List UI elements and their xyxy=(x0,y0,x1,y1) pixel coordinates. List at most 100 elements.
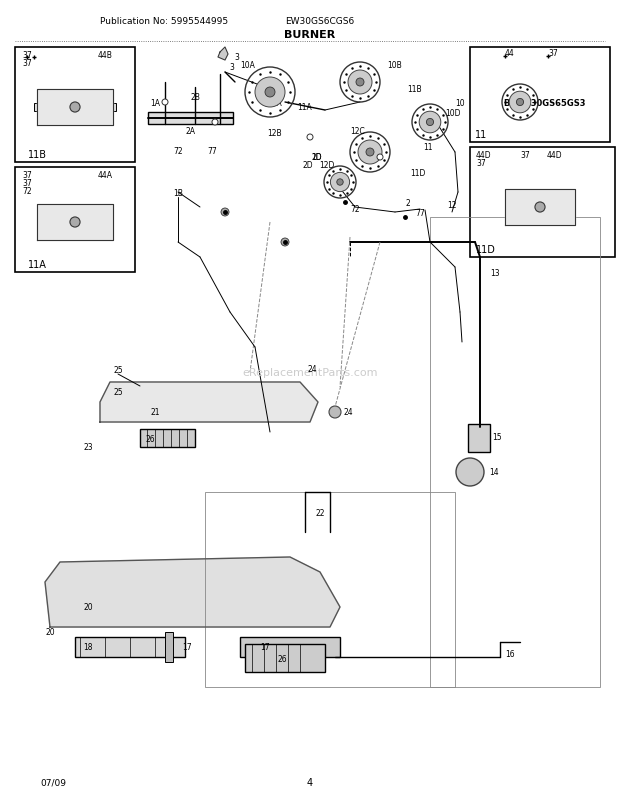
Circle shape xyxy=(307,135,313,141)
Text: 24: 24 xyxy=(343,408,353,417)
Text: BREW30GS65GS3: BREW30GS65GS3 xyxy=(503,99,587,107)
Text: 25: 25 xyxy=(113,366,123,375)
Circle shape xyxy=(509,92,531,114)
Text: 21: 21 xyxy=(150,408,160,417)
Text: 15: 15 xyxy=(492,433,502,442)
Polygon shape xyxy=(37,205,113,241)
Text: 11A: 11A xyxy=(28,260,47,269)
Circle shape xyxy=(356,79,364,87)
Text: 12A: 12A xyxy=(268,99,282,107)
Circle shape xyxy=(70,217,80,228)
Text: 07/09: 07/09 xyxy=(40,777,66,787)
Bar xyxy=(470,148,615,257)
Circle shape xyxy=(516,99,524,107)
Text: 14: 14 xyxy=(489,468,499,477)
Circle shape xyxy=(162,100,168,106)
Text: 11B: 11B xyxy=(28,150,47,160)
Circle shape xyxy=(337,180,343,186)
Text: 37: 37 xyxy=(22,178,32,187)
Text: 37: 37 xyxy=(22,170,32,180)
Circle shape xyxy=(221,209,229,217)
Circle shape xyxy=(366,149,374,157)
Text: 1A: 1A xyxy=(150,99,160,107)
Text: 72: 72 xyxy=(350,205,360,214)
Bar xyxy=(140,429,195,448)
Text: 26: 26 xyxy=(145,435,155,444)
Bar xyxy=(165,632,173,662)
Bar xyxy=(75,638,185,657)
Text: 44: 44 xyxy=(505,48,515,58)
Text: 2A: 2A xyxy=(185,127,195,136)
Polygon shape xyxy=(37,90,113,126)
Text: 18: 18 xyxy=(83,642,93,652)
Text: 12C: 12C xyxy=(351,127,365,136)
Text: 3: 3 xyxy=(229,63,234,72)
Bar xyxy=(240,638,340,657)
Text: 37: 37 xyxy=(520,150,529,160)
Circle shape xyxy=(330,173,350,192)
Text: 72: 72 xyxy=(22,186,32,195)
Text: Publication No: 5995544995: Publication No: 5995544995 xyxy=(100,17,228,26)
Text: 10A: 10A xyxy=(241,60,255,70)
Bar xyxy=(148,113,233,125)
Bar xyxy=(205,492,455,687)
Polygon shape xyxy=(505,190,575,225)
Text: 2D: 2D xyxy=(312,153,322,162)
Bar xyxy=(430,217,600,687)
Text: 37: 37 xyxy=(22,51,32,59)
Text: 4: 4 xyxy=(307,777,313,787)
Text: 11: 11 xyxy=(475,130,487,140)
Text: 72: 72 xyxy=(173,148,183,156)
Text: 77: 77 xyxy=(207,148,217,156)
Text: 16: 16 xyxy=(505,650,515,658)
Text: 22: 22 xyxy=(315,508,325,516)
Text: 26: 26 xyxy=(277,654,287,664)
Bar xyxy=(470,48,610,143)
Circle shape xyxy=(535,203,545,213)
Bar xyxy=(15,48,135,163)
Circle shape xyxy=(358,141,382,164)
Bar xyxy=(110,104,116,111)
Text: eReplacementParts.com: eReplacementParts.com xyxy=(242,367,378,378)
Text: 25: 25 xyxy=(113,388,123,397)
Text: 11: 11 xyxy=(423,142,433,152)
Text: 37: 37 xyxy=(548,48,558,58)
Text: 2B: 2B xyxy=(190,92,200,101)
Text: 13: 13 xyxy=(490,268,500,277)
Text: 1B: 1B xyxy=(173,188,183,197)
Text: 24: 24 xyxy=(307,365,317,374)
Text: 37: 37 xyxy=(22,59,32,67)
Bar xyxy=(468,424,490,452)
Circle shape xyxy=(265,88,275,98)
Text: 12D: 12D xyxy=(319,160,335,169)
Text: 12B: 12B xyxy=(268,128,282,137)
Polygon shape xyxy=(218,48,228,61)
Text: 10: 10 xyxy=(455,99,465,107)
Text: 20: 20 xyxy=(83,603,93,612)
Text: 12: 12 xyxy=(447,200,457,209)
Text: 17: 17 xyxy=(182,642,192,652)
Circle shape xyxy=(456,459,484,486)
Text: 20: 20 xyxy=(45,628,55,637)
Text: 10B: 10B xyxy=(388,60,402,70)
Text: 44D: 44D xyxy=(476,150,492,160)
Text: 44B: 44B xyxy=(98,51,113,59)
Text: BURNER: BURNER xyxy=(285,30,335,40)
Text: 3: 3 xyxy=(234,54,239,63)
Bar xyxy=(245,644,325,672)
Polygon shape xyxy=(100,383,318,423)
Circle shape xyxy=(377,155,383,160)
Bar xyxy=(15,168,135,273)
Text: 23: 23 xyxy=(83,443,93,452)
Circle shape xyxy=(419,112,441,134)
Text: 1D: 1D xyxy=(312,153,322,162)
Text: 11A: 11A xyxy=(298,103,312,111)
Circle shape xyxy=(427,119,433,127)
Circle shape xyxy=(281,239,289,247)
Text: 44D: 44D xyxy=(547,150,562,160)
Text: 10D: 10D xyxy=(445,108,461,117)
Text: EW30GS6CGS6: EW30GS6CGS6 xyxy=(285,17,355,26)
Text: 37: 37 xyxy=(476,160,485,168)
Text: 2: 2 xyxy=(405,198,410,207)
Text: 11B: 11B xyxy=(408,84,422,93)
